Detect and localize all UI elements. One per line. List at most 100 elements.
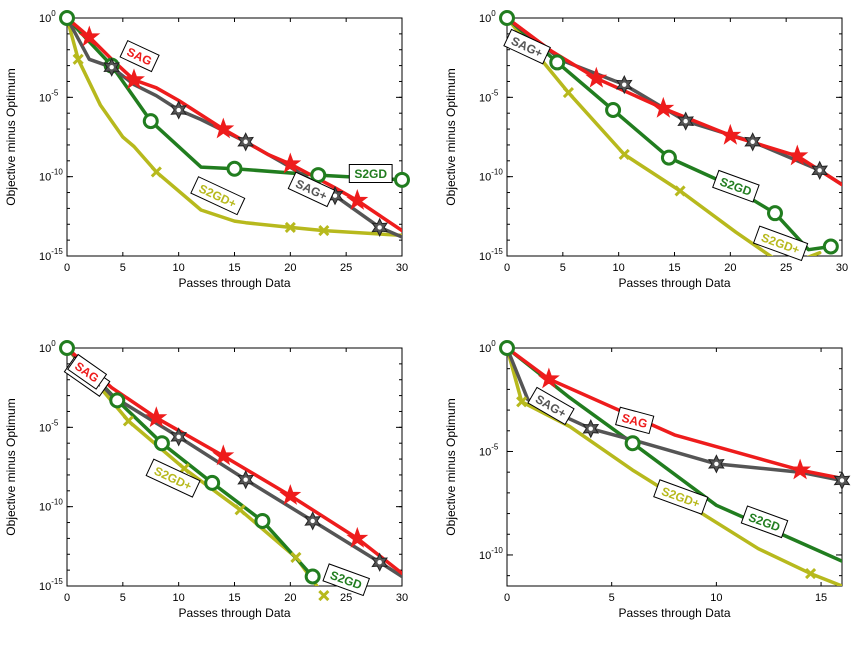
plot-area [507, 18, 842, 256]
data-point-hexstar-center [109, 64, 114, 70]
series-label-box [119, 39, 160, 73]
data-point-circle [624, 435, 641, 452]
data-point-hexstar-center [243, 139, 248, 144]
series-label-box [653, 479, 709, 515]
x-tick-label: 30 [396, 262, 408, 274]
series-label-box [615, 406, 655, 435]
data-point-x [234, 504, 246, 516]
x-tick-label: 15 [815, 592, 827, 604]
data-point-circle [142, 113, 159, 130]
series-label-box [190, 176, 246, 216]
data-point-circle [59, 10, 75, 26]
data-point-x [516, 396, 528, 408]
series-label-s2gd-plus: S2GD+ [653, 479, 709, 515]
data-point-star [585, 66, 608, 88]
series-label-box [712, 169, 760, 203]
series-line-s2gd [507, 348, 842, 563]
data-point-circle [499, 340, 515, 356]
x-tick-label: 0 [504, 262, 510, 274]
data-point-hexstar-center [377, 225, 382, 230]
data-point-circle [226, 160, 243, 177]
series-label-text: SAG [620, 411, 649, 431]
y-tick-label: 10-10 [39, 168, 63, 184]
axes-frame [66, 347, 403, 587]
data-point-x [318, 225, 330, 237]
x-tick-label: 5 [120, 592, 126, 604]
plot-area [67, 348, 402, 586]
x-tick-label: 25 [780, 262, 792, 274]
data-point-circle [394, 171, 410, 188]
series-label-s2gd: S2GD [348, 164, 393, 183]
series-label-box [145, 458, 201, 498]
data-point-circle [304, 568, 321, 585]
x-tick-label: 15 [228, 592, 240, 604]
data-point-hexstar-center [588, 426, 593, 431]
series-label-box [322, 563, 371, 597]
series-line-s2gd-plus [67, 18, 402, 238]
x-tick-label: 0 [64, 592, 70, 604]
data-point-circle [767, 205, 783, 222]
series-label-box [287, 171, 336, 208]
x-axis-title: Passes through Data [618, 276, 730, 290]
series-line-sag [67, 18, 402, 233]
data-point-hexstar-center [377, 560, 382, 565]
data-point-hexstar-center [683, 118, 688, 124]
data-point-star [346, 526, 369, 548]
y-tick-label: 100 [39, 339, 56, 355]
data-point-star [719, 123, 742, 145]
series-line-segment [806, 251, 822, 256]
y-tick-label: 10-15 [39, 247, 63, 263]
data-point-x [618, 148, 630, 161]
data-point-hexstar-center [176, 434, 181, 440]
x-tick-label: 5 [560, 262, 566, 274]
axes-frame [506, 347, 843, 587]
x-tick-label: 25 [340, 262, 352, 274]
x-tick-label: 5 [609, 592, 615, 604]
data-point-hexstar-center [817, 168, 822, 173]
x-tick-label: 5 [120, 262, 126, 274]
x-tick-label: 20 [724, 262, 736, 274]
markers [59, 340, 388, 602]
y-tick-label: 10-10 [39, 498, 63, 514]
series-label-box [67, 353, 108, 390]
data-point-star [279, 152, 302, 174]
chart-svg: 0 5 10 15 20 25 30 100 10-5 10-10 10-15 Passes thro… [4, 9, 410, 290]
data-point-circle [254, 512, 271, 529]
x-tick-label: 20 [284, 262, 296, 274]
data-point-x [284, 221, 296, 234]
data-point-star [537, 367, 560, 389]
x-tick-label: 15 [668, 262, 680, 274]
chart-svg: 0 5 10 15 20 25 30 100 10-5 10-10 10-15 Passes thro… [444, 9, 848, 290]
series-label-s2gd: S2GD [322, 563, 371, 597]
x-axis-title: Passes through Data [178, 276, 290, 290]
y-axis-title: Objective minus Optimum [4, 68, 18, 205]
data-point-circle [499, 10, 515, 26]
y-tick-label: 10-5 [39, 88, 59, 104]
chart-panel-top-right: 0 5 10 15 20 25 30 100 10-5 10-10 10-15 Passes thro… [440, 0, 856, 318]
chart-panel-top-left: 0 5 10 15 20 25 30 100 10-5 10-10 10-15 Passes thro… [0, 0, 428, 318]
data-point-hexstar-center [310, 518, 315, 524]
markers [499, 340, 851, 580]
data-point-circle [549, 54, 566, 71]
chart-svg: 0 5 10 15 20 25 30 100 10-5 10-10 10-15 Passes thro… [4, 339, 408, 620]
series-line-sag [507, 348, 842, 481]
x-tick-label: 30 [396, 592, 408, 604]
data-point-star [789, 458, 812, 480]
data-point-hexstar-center [839, 478, 845, 483]
data-point-star [145, 406, 168, 428]
series-label-s2gd: S2GD [712, 169, 760, 203]
series-label-sag: SAG [119, 39, 160, 73]
data-point-circle [660, 149, 677, 166]
data-point-hexstar-center [332, 193, 338, 198]
x-tick-label: 15 [228, 262, 240, 274]
y-axis-title: Objective minus Optimum [444, 68, 458, 205]
data-point-hexstar-center [243, 477, 248, 482]
data-point-x [318, 589, 330, 602]
data-point-x [562, 87, 574, 99]
x-tick-label: 25 [340, 592, 352, 604]
data-point-circle [605, 102, 622, 119]
x-tick-label: 10 [613, 262, 625, 274]
data-point-circle [204, 474, 221, 491]
data-point-x [122, 415, 134, 427]
y-tick-label: 10-5 [39, 418, 59, 434]
